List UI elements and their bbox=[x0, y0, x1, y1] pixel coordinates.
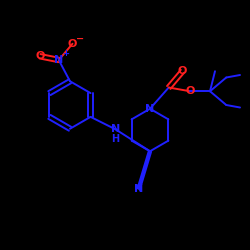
Text: O: O bbox=[68, 39, 77, 49]
Text: O: O bbox=[185, 86, 195, 96]
Text: −: − bbox=[76, 34, 84, 44]
Text: O: O bbox=[35, 51, 45, 61]
Text: N: N bbox=[134, 184, 143, 194]
Text: O: O bbox=[178, 66, 187, 76]
Text: N: N bbox=[54, 55, 64, 65]
Text: H: H bbox=[112, 134, 120, 144]
Text: +: + bbox=[62, 48, 69, 58]
Text: N: N bbox=[146, 104, 154, 114]
Text: N: N bbox=[111, 124, 120, 134]
